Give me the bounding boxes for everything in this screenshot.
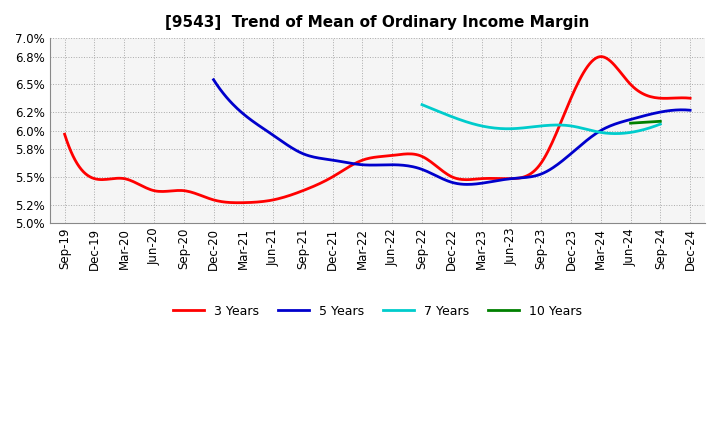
7 Years (634, 128, 643, 133)
5 Years (685, 108, 694, 113)
5 Years (493, 178, 502, 183)
3 Years (631, 86, 640, 92)
10 Years (656, 119, 665, 124)
3 Years (435, 165, 444, 171)
3 Years (63, 138, 71, 143)
5 Years (463, 182, 472, 187)
7 Years (559, 122, 567, 128)
Legend: 3 Years, 5 Years, 7 Years, 10 Years: 3 Years, 5 Years, 7 Years, 10 Years (168, 300, 587, 323)
5 Years (643, 112, 652, 117)
5 Years (211, 80, 220, 85)
7 Years (656, 121, 665, 127)
7 Years (559, 123, 568, 128)
Line: 3 Years: 3 Years (65, 57, 690, 203)
3 Years (445, 173, 454, 178)
3 Years (590, 57, 598, 62)
3 Years (433, 164, 441, 169)
5 Years (503, 176, 511, 182)
Line: 7 Years: 7 Years (422, 105, 660, 134)
Line: 5 Years: 5 Years (214, 80, 690, 184)
3 Years (685, 95, 694, 101)
7 Years (619, 131, 628, 136)
5 Years (495, 178, 503, 183)
3 Years (60, 132, 69, 137)
10 Years (626, 121, 635, 126)
Line: 10 Years: 10 Years (631, 121, 660, 123)
7 Years (611, 131, 620, 136)
3 Years (596, 54, 605, 59)
Title: [9543]  Trend of Mean of Ordinary Income Margin: [9543] Trend of Mean of Ordinary Income … (165, 15, 590, 30)
7 Years (418, 102, 426, 107)
5 Years (613, 121, 621, 126)
5 Years (210, 77, 218, 82)
7 Years (418, 103, 427, 108)
7 Years (564, 123, 572, 128)
3 Years (234, 200, 243, 205)
